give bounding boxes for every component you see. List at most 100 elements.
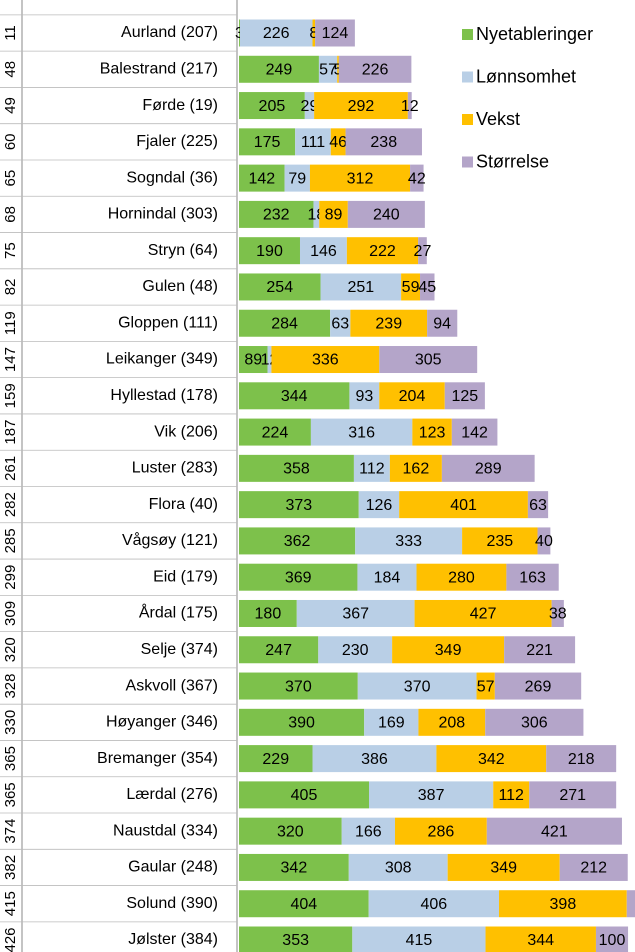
value-label: 29: [301, 98, 319, 115]
bar-segment: [447, 853, 560, 881]
value-label: 358: [283, 461, 310, 478]
bar-segment: [239, 636, 319, 664]
bar-segment: [239, 55, 319, 83]
category-label: Askvoll (367): [126, 677, 218, 694]
bar-segment: [401, 273, 421, 301]
bar-segment: [462, 527, 538, 555]
value-label: 162: [403, 461, 430, 478]
category-label: Førde (19): [142, 97, 218, 114]
category-label: Hyllestad (178): [110, 387, 218, 404]
category-label: Gulen (48): [142, 278, 218, 295]
legend-swatch: [462, 29, 473, 40]
value-label: 142: [248, 170, 275, 187]
value-label: 320: [277, 823, 304, 840]
bar-segment: [389, 454, 442, 482]
value-label: 370: [285, 678, 312, 695]
category-label: Eid (179): [153, 568, 218, 585]
bar-segment: [239, 19, 313, 47]
bar-segment: [239, 19, 240, 47]
bar-segment: [239, 563, 358, 591]
category-label: Jølster (384): [128, 931, 218, 948]
bar-segment: [239, 346, 268, 374]
legend-label: Vekst: [476, 109, 520, 129]
rank-label: 285: [2, 528, 19, 553]
bar-segment: [239, 454, 354, 482]
rank-label: 48: [2, 61, 19, 78]
rank-label: 365: [2, 782, 19, 807]
legend-swatch: [462, 114, 473, 125]
bar-segment: [239, 853, 349, 881]
value-label: 59: [402, 279, 420, 296]
legend-swatch: [462, 156, 473, 168]
value-label: 254: [266, 279, 293, 296]
rank-label: 187: [2, 420, 19, 445]
value-label: 401: [450, 497, 477, 514]
rank-label: 119: [2, 311, 19, 335]
bar-segment: [355, 527, 463, 555]
bar-segment: [296, 599, 415, 627]
value-label: 94: [433, 315, 451, 332]
bar-segment: [338, 55, 412, 83]
bar-segment: [595, 926, 629, 952]
bar-segment: [239, 237, 300, 265]
value-label: 306: [521, 715, 548, 732]
value-label: 175: [254, 134, 281, 151]
category-label: Leikanger (349): [106, 351, 218, 368]
rank-label: 11: [2, 25, 19, 41]
value-label: 251: [347, 279, 374, 296]
bar-segment: [347, 200, 425, 228]
rank-label: 426: [2, 927, 19, 952]
value-label: 123: [419, 424, 446, 441]
category-label: Solund (390): [126, 895, 218, 912]
bar-segment: [494, 672, 582, 700]
bar-segment: [379, 382, 445, 410]
value-label: 370: [404, 678, 431, 695]
bar-segment: [368, 890, 500, 918]
value-label: 353: [282, 932, 309, 949]
bar-segment: [350, 309, 428, 337]
value-label: 100: [599, 932, 626, 949]
bar-segment: [284, 164, 310, 192]
value-label: 305: [415, 352, 442, 369]
value-label: 124: [322, 25, 349, 42]
bar-segment: [441, 454, 535, 482]
value-label: 240: [373, 207, 400, 224]
bar-segment: [410, 164, 424, 192]
value-label: 369: [285, 569, 312, 586]
value-label: 212: [580, 860, 607, 877]
value-label: 286: [428, 823, 455, 840]
rank-label: 147: [2, 347, 19, 372]
value-label: 169: [378, 715, 405, 732]
bar-segment: [357, 672, 477, 700]
bar-segment: [493, 781, 530, 809]
bar-segment: [304, 92, 315, 120]
category-label: Hornindal (303): [108, 206, 218, 223]
rank-label: 65: [2, 170, 19, 187]
bar-segment: [239, 128, 296, 156]
value-label: 271: [559, 787, 586, 804]
value-label: 427: [470, 606, 497, 623]
bar-segment: [330, 128, 346, 156]
value-label: 57: [319, 61, 337, 78]
bar-segment: [239, 781, 370, 809]
legend-label: Lønnsomhet: [476, 66, 576, 86]
bar-segment: [309, 164, 411, 192]
bar-segment: [436, 745, 547, 773]
bar-segment: [418, 237, 427, 265]
bar-segment: [239, 200, 314, 228]
value-label: 405: [291, 787, 318, 804]
bar-segment: [444, 382, 485, 410]
bar-segment: [239, 164, 285, 192]
value-label: 362: [284, 533, 311, 550]
rank-label: 82: [2, 279, 19, 296]
rank-label: 365: [2, 746, 19, 771]
bar-segment: [369, 781, 494, 809]
value-label: 190: [256, 243, 283, 260]
bar-segment: [451, 418, 498, 446]
bar-segment: [395, 817, 487, 845]
rank-label: 60: [2, 133, 19, 150]
bar-segment: [271, 346, 380, 374]
value-label: 284: [271, 315, 298, 332]
value-label: 42: [408, 170, 426, 187]
bar-segment: [420, 273, 435, 301]
